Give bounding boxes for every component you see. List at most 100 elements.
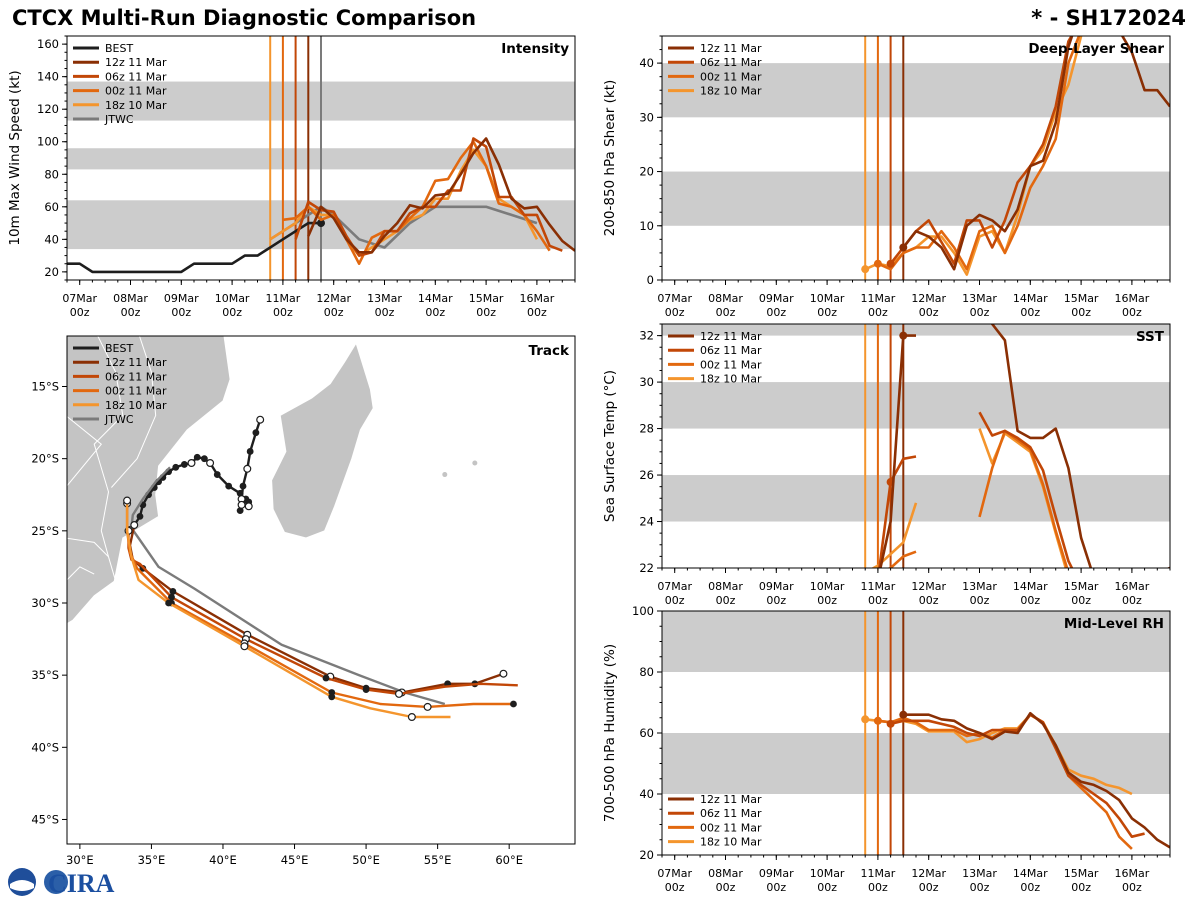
x-tick-label: 11Mar bbox=[861, 292, 896, 305]
x-tick-label: 14Mar bbox=[1013, 292, 1048, 305]
y-tick-label: 80 bbox=[44, 167, 59, 181]
track-point-filled bbox=[328, 693, 336, 701]
lon-tick-label: 35°E bbox=[138, 853, 166, 867]
x-tick-label: 00z bbox=[970, 881, 990, 894]
series-line bbox=[67, 221, 321, 274]
legend-label: 18z 10 Mar bbox=[700, 373, 762, 386]
series-line bbox=[978, 429, 1069, 568]
panel-intensity: 2040608010012014016007Mar00z08Mar00z09Ma… bbox=[7, 35, 576, 319]
lat-tick-label: 25°S bbox=[31, 524, 59, 538]
series-line bbox=[902, 36, 1170, 271]
x-tick-label: 00z bbox=[868, 881, 888, 894]
x-tick-label: 00z bbox=[1020, 594, 1040, 607]
page-title: CTCX Multi-Run Diagnostic Comparison bbox=[12, 6, 477, 30]
track-point-filled bbox=[169, 588, 177, 595]
x-tick-label: 00z bbox=[171, 306, 191, 319]
x-tick-label: 16Mar bbox=[1115, 292, 1150, 305]
storm-id: * - SH172024 bbox=[1031, 6, 1186, 30]
x-tick-label: 10Mar bbox=[810, 867, 845, 880]
x-tick-label: 00z bbox=[817, 306, 837, 319]
y-tick-label: 30 bbox=[639, 375, 654, 389]
x-tick-label: 16Mar bbox=[1115, 580, 1150, 593]
x-tick-label: 10Mar bbox=[215, 292, 250, 305]
logo-text: CIRA bbox=[48, 869, 115, 898]
panel-title: Track bbox=[529, 343, 570, 359]
panel-title: SST bbox=[1136, 329, 1165, 345]
legend-label: 00z 11 Mar bbox=[700, 821, 762, 834]
x-tick-label: 10Mar bbox=[810, 292, 845, 305]
x-tick-label: 09Mar bbox=[759, 580, 794, 593]
x-tick-label: 00z bbox=[868, 594, 888, 607]
y-axis-label: 700-500 hPa Humidity (%) bbox=[602, 644, 618, 822]
x-tick-label: 00z bbox=[1020, 881, 1040, 894]
x-tick-label: 00z bbox=[919, 594, 939, 607]
track-point-open bbox=[499, 669, 508, 678]
y-tick-label: 40 bbox=[639, 56, 654, 70]
panel-track: 30°E 35°E 40°E 45°E 50°E 55°E 60°E 15°S 20°S 25°S… bbox=[31, 335, 576, 867]
y-tick-label: 60 bbox=[639, 726, 654, 740]
lat-tick-label: 15°S bbox=[31, 380, 59, 394]
data-point bbox=[861, 265, 870, 274]
x-tick-label: 12Mar bbox=[316, 292, 351, 305]
track-point-open bbox=[187, 459, 196, 468]
x-tick-label: 13Mar bbox=[962, 580, 997, 593]
track-point-filled bbox=[165, 599, 173, 607]
data-point bbox=[317, 219, 325, 228]
land-africa bbox=[67, 336, 231, 625]
series-line bbox=[1166, 566, 1170, 568]
track-point-open bbox=[240, 642, 249, 651]
legend-label: 00z 11 Mar bbox=[105, 385, 167, 398]
plot-area bbox=[662, 611, 1170, 855]
cira-logo: CIRA bbox=[6, 866, 116, 898]
track-point-open bbox=[130, 521, 139, 530]
legend-label: 18z 10 Mar bbox=[105, 99, 167, 112]
panel-title: Deep-Layer Shear bbox=[1028, 41, 1164, 57]
shaded-band bbox=[662, 475, 1170, 522]
x-tick-label: 13Mar bbox=[962, 867, 997, 880]
track-point-filled bbox=[362, 686, 370, 693]
shaded-band bbox=[662, 63, 1170, 118]
x-tick-label: 00z bbox=[425, 306, 445, 319]
legend-label: 18z 10 Mar bbox=[700, 85, 762, 98]
x-tick-label: 00z bbox=[1122, 594, 1142, 607]
y-tick-label: 32 bbox=[639, 329, 654, 343]
lat-tick-label: 30°S bbox=[31, 596, 59, 610]
legend-label: 18z 10 Mar bbox=[105, 399, 167, 412]
legend-label: 00z 11 Mar bbox=[105, 85, 167, 98]
legend-label: 18z 10 Mar bbox=[700, 836, 762, 849]
data-point bbox=[873, 716, 882, 725]
x-tick-label: 08Mar bbox=[708, 292, 743, 305]
track-point-open bbox=[423, 702, 432, 711]
x-tick-label: 00z bbox=[716, 881, 736, 894]
shaded-band bbox=[662, 611, 1170, 672]
track-point-open bbox=[123, 496, 132, 505]
x-tick-label: 10Mar bbox=[810, 580, 845, 593]
track-point-filled bbox=[246, 448, 254, 455]
track-point-filled bbox=[193, 453, 201, 461]
x-tick-label: 00z bbox=[665, 594, 685, 607]
y-axis-label: Sea Surface Temp (°C) bbox=[602, 370, 618, 522]
x-tick-label: 15Mar bbox=[469, 292, 504, 305]
track-line bbox=[128, 524, 504, 694]
legend-label: BEST bbox=[105, 42, 133, 55]
x-tick-label: 00z bbox=[324, 306, 344, 319]
x-tick-label: 00z bbox=[121, 306, 141, 319]
legend-label: 12z 11 Mar bbox=[105, 356, 167, 369]
y-tick-label: 120 bbox=[37, 102, 59, 116]
legend-label: 12z 11 Mar bbox=[700, 42, 762, 55]
series-line bbox=[307, 137, 575, 254]
x-tick-label: 00z bbox=[1020, 306, 1040, 319]
track-point-open bbox=[244, 502, 253, 511]
track-point-filled bbox=[236, 507, 244, 515]
x-tick-label: 00z bbox=[222, 306, 242, 319]
series-line bbox=[877, 36, 1081, 271]
x-tick-label: 00z bbox=[766, 306, 786, 319]
x-tick-label: 00z bbox=[919, 306, 939, 319]
data-point bbox=[873, 259, 882, 268]
legend-label: 12z 11 Mar bbox=[700, 330, 762, 343]
series-line bbox=[978, 411, 1074, 568]
x-tick-label: 16Mar bbox=[520, 292, 555, 305]
x-tick-label: 00z bbox=[665, 306, 685, 319]
lon-tick-label: 60°E bbox=[495, 853, 523, 867]
y-tick-label: 20 bbox=[639, 165, 654, 179]
